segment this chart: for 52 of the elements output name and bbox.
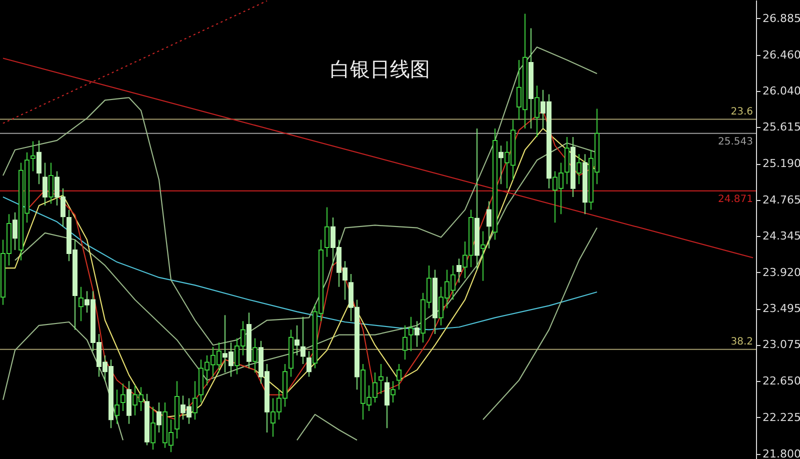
candlestick	[294, 324, 300, 356]
candlestick	[30, 140, 36, 172]
candlestick	[48, 162, 54, 204]
candlestick	[192, 380, 198, 420]
candlestick	[36, 140, 42, 185]
ref-line-label: 25.543	[718, 136, 753, 148]
candlestick	[324, 206, 330, 258]
candlestick	[390, 380, 396, 403]
candlestick	[480, 230, 486, 282]
y-tick-label: 23.920	[762, 266, 800, 279]
candlestick	[156, 402, 162, 433]
candlestick	[534, 85, 540, 138]
candlestick	[576, 154, 582, 185]
y-tick-label: 22.225	[762, 410, 800, 424]
annotation: 38.2	[730, 336, 753, 348]
candlestick	[486, 200, 492, 249]
line-series	[2, 196, 598, 330]
y-tick-label: 23.495	[762, 302, 800, 316]
candlestick	[414, 320, 420, 348]
candlestick	[120, 383, 126, 412]
candlestick	[78, 286, 84, 322]
text: 白银日线图	[330, 57, 430, 81]
candlestick	[150, 406, 156, 450]
candlestick	[408, 316, 414, 352]
y-tick-label: 25.615	[762, 120, 800, 134]
line-series	[482, 227, 598, 420]
ref-line-label: 24.871	[718, 194, 753, 205]
y-tick-label: 21.800	[762, 447, 800, 459]
candlestick	[384, 376, 390, 429]
candlestick	[402, 324, 408, 360]
y-tick-label: 26.040	[762, 84, 800, 98]
candlestick	[456, 258, 462, 284]
candlestick	[378, 363, 384, 394]
line-series	[2, 46, 598, 346]
y-tick-label: 24.765	[762, 193, 800, 206]
candlestick	[114, 389, 120, 424]
candlestick	[498, 145, 504, 185]
y-tick-label: 26.885	[762, 12, 800, 25]
y-tick-label: 22.650	[762, 374, 800, 388]
candlestick	[306, 350, 312, 378]
y-tick-label: 23.075	[762, 338, 800, 352]
candlestick	[42, 162, 48, 206]
candlestick	[564, 136, 570, 185]
candlestick	[300, 316, 306, 364]
candlestick	[396, 363, 402, 390]
candlestick	[12, 212, 18, 251]
y-tick-label: 26.460	[762, 48, 800, 62]
annotation: 23.6	[730, 106, 753, 118]
candlestick	[252, 338, 258, 374]
line-series	[2, 321, 124, 441]
y-tick-label: 24.345	[762, 229, 800, 242]
y-tick-label: 25.190	[762, 157, 800, 170]
